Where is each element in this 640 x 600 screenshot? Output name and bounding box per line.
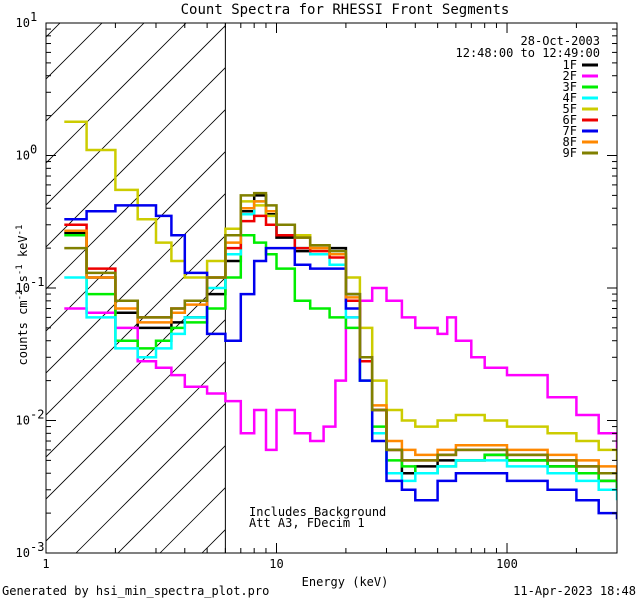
y-tick-exponent: -1	[30, 275, 44, 289]
legend-item-9f: 9F	[563, 146, 598, 160]
y-tick-label: 10	[16, 414, 30, 428]
hatch-line	[46, 25, 226, 206]
series-3f	[64, 234, 617, 490]
hatch-line	[46, 23, 145, 122]
legend-label: 7F	[563, 124, 577, 138]
y-tick-label: 10	[16, 546, 30, 560]
legend-label: 8F	[563, 135, 577, 149]
legend-label: 1F	[563, 58, 577, 72]
chart-title: Count Spectra for RHESSI Front Segments	[181, 2, 510, 18]
hatch-line	[46, 319, 226, 500]
legend-item-4f: 4F	[563, 91, 598, 105]
legend-label: 6F	[563, 113, 577, 127]
hatch-line	[75, 403, 226, 553]
date-label: 28-Oct-2003	[521, 34, 600, 48]
y-tick-label: 10	[16, 149, 30, 163]
x-tick-label: 1	[42, 557, 49, 571]
series-4f	[64, 200, 617, 501]
legend-label: 3F	[563, 80, 577, 94]
footer-generated-by: Generated by hsi_min_spectra_plot.pro	[2, 584, 269, 598]
legend-item-2f: 2F	[563, 69, 598, 83]
legend-item-6f: 6F	[563, 113, 598, 127]
x-axis-label: Energy (keV)	[302, 575, 389, 589]
legend-item-5f: 5F	[563, 102, 598, 116]
legend-item-1f: 1F	[563, 58, 598, 72]
annotation-attenuator: Att A3, FDecim 1	[249, 516, 365, 530]
legend-label: 2F	[563, 69, 577, 83]
series-layer	[64, 120, 617, 520]
legend-item-8f: 8F	[563, 135, 598, 149]
footer-timestamp: 11-Apr-2023 18:48	[513, 584, 636, 598]
y-tick-exponent: -3	[30, 540, 44, 554]
hatch-line	[46, 193, 226, 374]
legend-item-7f: 7F	[563, 124, 598, 138]
y-tick-label: 10	[16, 281, 30, 295]
series-9f	[64, 191, 617, 481]
hatch-line	[46, 67, 226, 248]
legend-label: 9F	[563, 146, 577, 160]
axis-ticks	[45, 22, 618, 554]
legend-label: 4F	[563, 91, 577, 105]
legend-item-3f: 3F	[563, 80, 598, 94]
annotation-background: Includes Background	[249, 505, 386, 519]
y-tick-exponent: 1	[30, 10, 37, 24]
series-2f	[64, 286, 617, 452]
hatch-line	[46, 361, 226, 542]
y-tick-exponent: 0	[30, 143, 37, 157]
y-tick-label: 10	[16, 16, 30, 30]
hatch-line	[117, 445, 226, 553]
x-tick-label: 100	[496, 557, 518, 571]
hatch-line	[46, 109, 226, 290]
legend-label: 5F	[563, 102, 577, 116]
x-tick-label: 10	[269, 557, 283, 571]
time-range-label: 12:48:00 to 12:49:00	[456, 46, 601, 60]
y-axis-label: counts cm-2 s-1 keV-1	[15, 225, 30, 366]
y-tick-exponent: -2	[30, 408, 44, 422]
series-7f	[64, 204, 617, 520]
hatch-line	[46, 23, 187, 164]
